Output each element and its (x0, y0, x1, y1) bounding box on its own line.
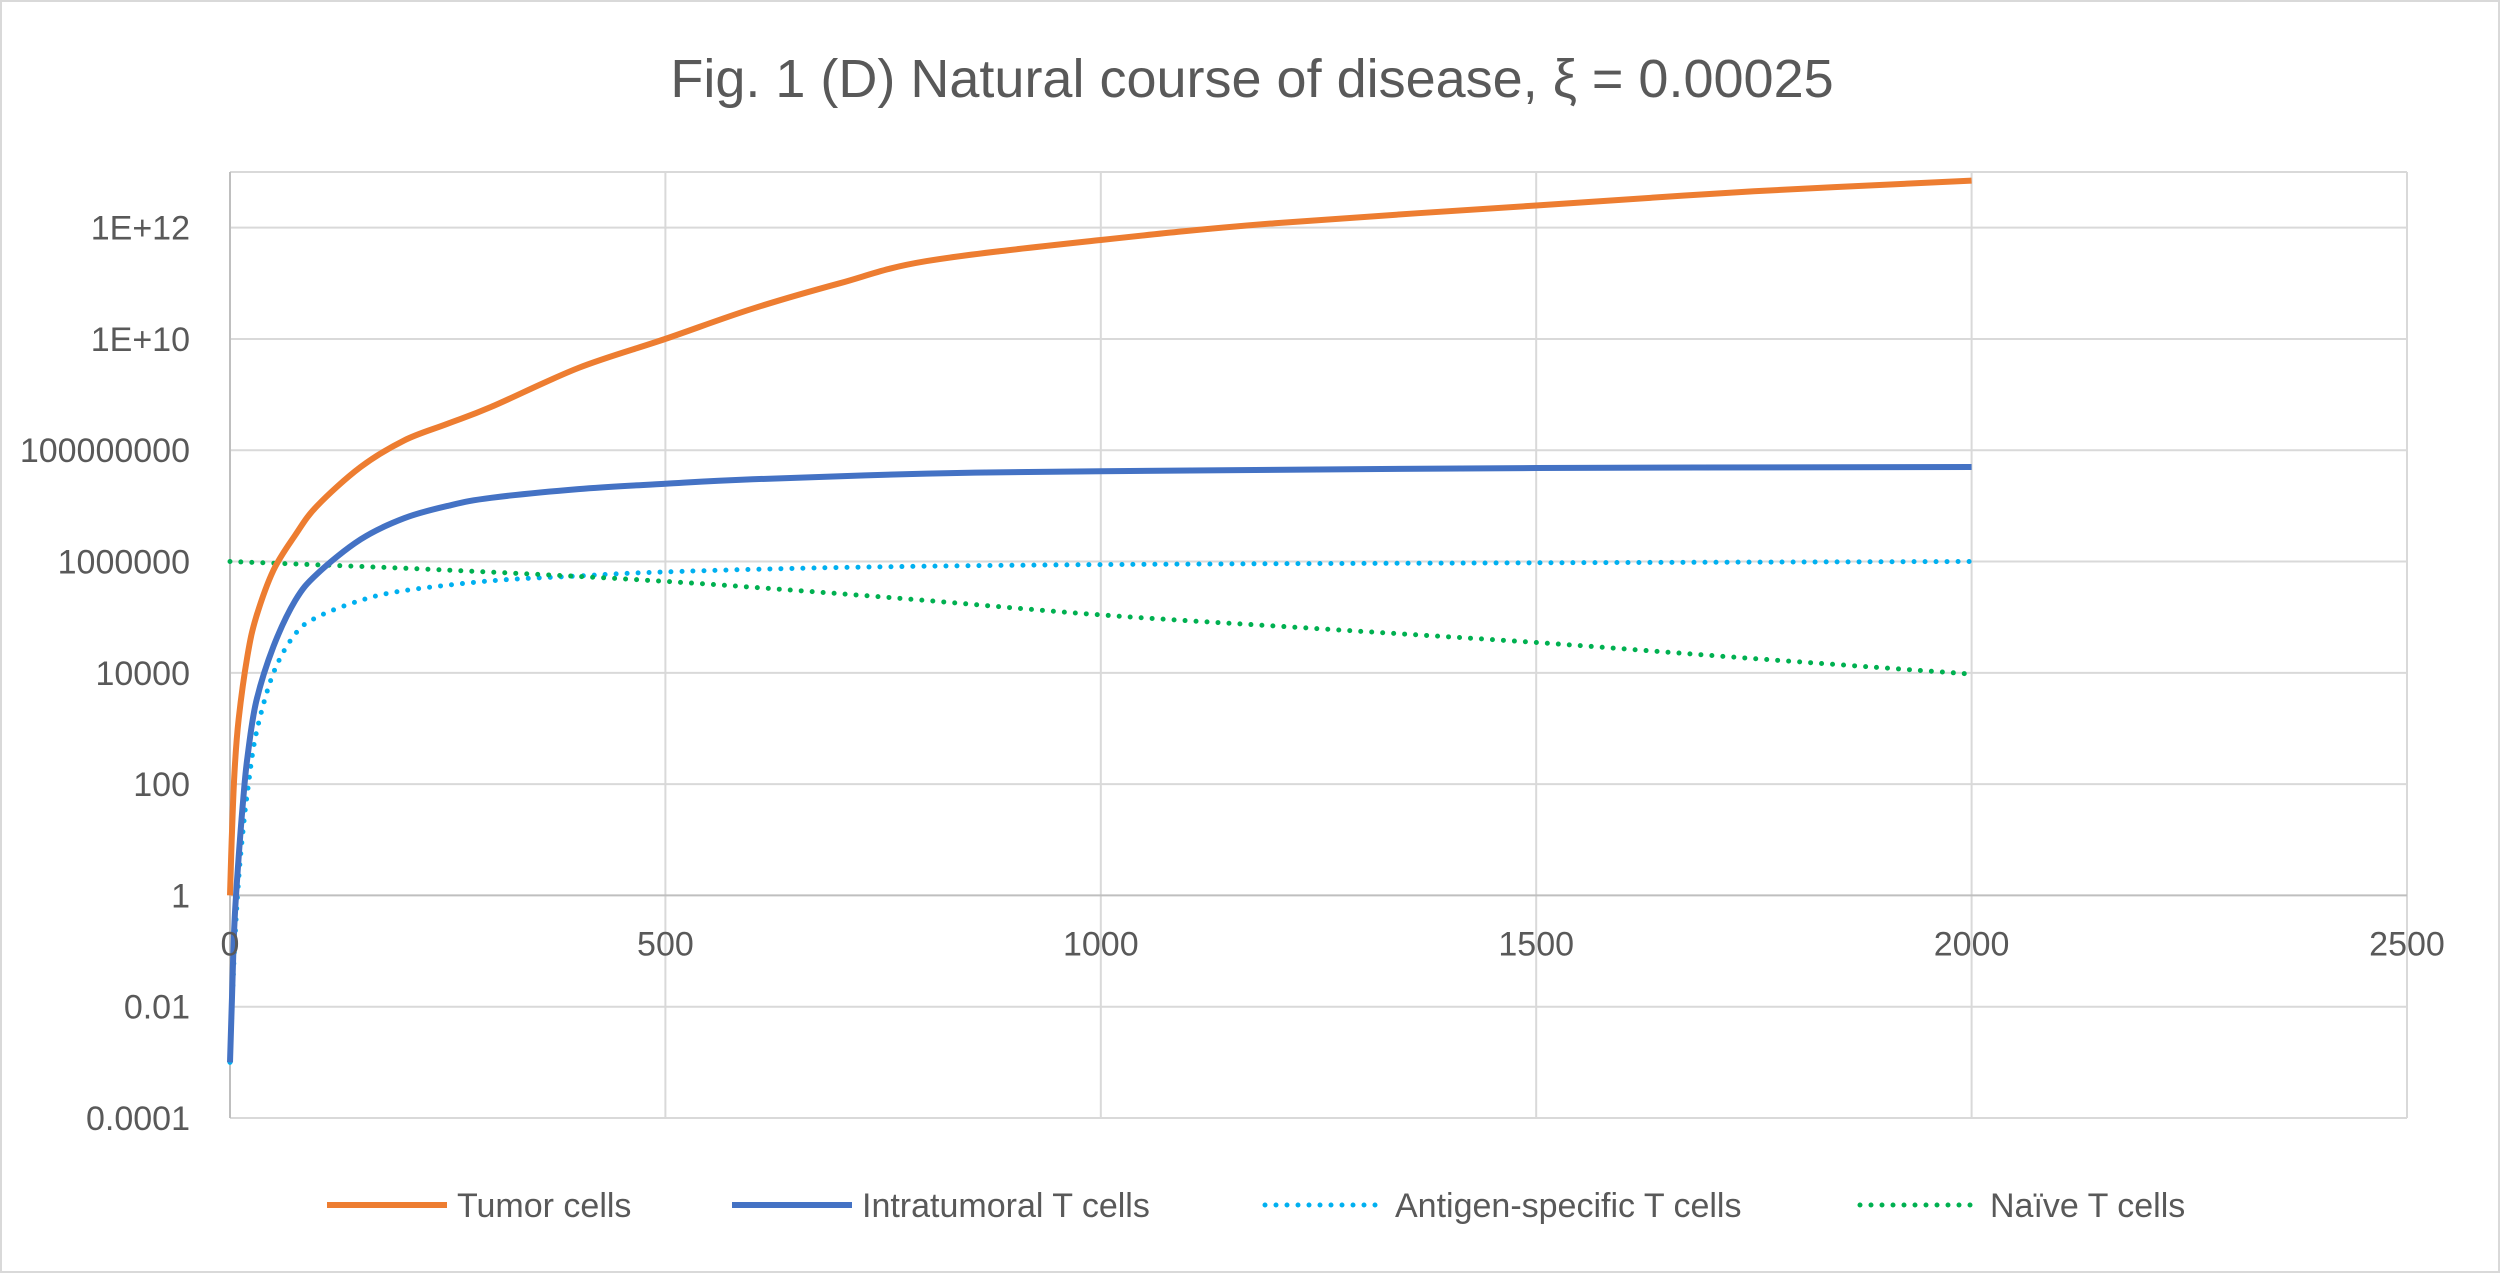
y-tick-label: 1E+10 (91, 321, 190, 359)
legend: Tumor cells Intratumoral T cells Antigen-s… (327, 1187, 2185, 1225)
legend-label: Naïve T cells (1990, 1187, 2185, 1225)
y-tick-label: 0.01 (124, 989, 190, 1027)
x-tick-label: 500 (637, 925, 694, 963)
series-lines (227, 177, 1975, 1065)
legend-label: Tumor cells (457, 1187, 631, 1225)
series-line-na-ve-t-cells (227, 559, 1975, 677)
x-tick-label: 2000 (1934, 925, 2010, 963)
y-tick-label: 1E+12 (91, 210, 190, 248)
tick-labels: 0.00010.0111001000010000001000000001E+10… (20, 210, 2445, 1138)
y-tick-label: 1000000 (58, 544, 190, 582)
axes (229, 172, 2407, 1118)
x-tick-label: 0 (221, 925, 240, 963)
y-tick-label: 1 (171, 877, 190, 915)
chart-title: Fig. 1 (D) Natural course of disease, ξ … (670, 49, 1833, 109)
x-tick-label: 1500 (1498, 925, 1574, 963)
series-line-intratumoral-t-cells (227, 464, 1972, 1063)
y-tick-label: 0.0001 (86, 1100, 190, 1138)
x-tick-label: 2500 (2369, 925, 2445, 963)
y-tick-label: 10000 (95, 655, 190, 693)
x-tick-label: 1000 (1063, 925, 1139, 963)
y-tick-label: 100000000 (20, 432, 190, 470)
legend-label: Intratumoral T cells (862, 1187, 1150, 1225)
gridlines (230, 171, 2408, 1119)
series-line-tumor-cells (227, 177, 1972, 896)
legend-label: Antigen-specific T cells (1395, 1187, 1741, 1225)
y-tick-label: 100 (133, 766, 190, 804)
